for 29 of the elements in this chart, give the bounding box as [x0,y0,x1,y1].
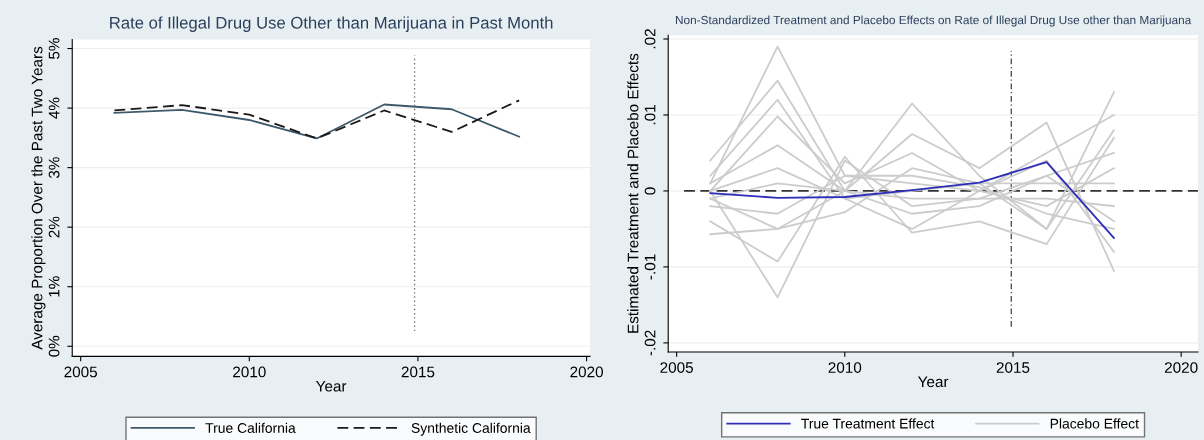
y-axis-title: Average Proportion Over the Past Two Years [31,46,46,350]
y-tick-label: 2% [48,216,60,238]
y-axis-title: Estimated Treatment and Placebo Effects [627,53,639,333]
chart-title: Non-Standardized Treatment and Placebo Effects on Rate of Illegal Drug Use other than Marijuana [675,15,1192,27]
legend-label: Synthetic California [411,422,531,436]
x-axis-title: Year [316,380,347,392]
x-tick-label: 2015 [996,362,1030,373]
x-tick-label: 2015 [401,366,435,378]
x-tick-label: 2010 [828,362,862,373]
legend-label: True California [205,422,296,433]
x-tick-label: 2005 [64,366,98,378]
y-tick-label: -.02 [644,330,656,356]
y-tick-label: 5% [48,38,60,59]
legend-label: True Treatment Effect [801,418,935,429]
y-tick-label: 0% [48,335,60,357]
y-tick-label: -.01 [644,254,656,280]
y-tick-label: 0 [644,187,656,195]
chart-title: Rate of Illegal Drug Use Other than Marijuana in Past Month [110,16,553,32]
y-tick-label: .02 [644,29,656,49]
y-tick-label: .01 [644,105,656,125]
x-axis-title: Year [918,376,949,388]
y-tick-label: 4% [48,97,60,119]
x-tick-label: 2005 [660,362,693,373]
x-tick-label: 2020 [570,366,603,378]
legend-label: Placebo Effect [1050,418,1139,429]
y-tick-label: 1% [48,276,60,297]
x-tick-label: 2020 [1164,362,1198,373]
y-tick-label: 3% [48,157,60,179]
x-tick-label: 2010 [233,366,266,378]
